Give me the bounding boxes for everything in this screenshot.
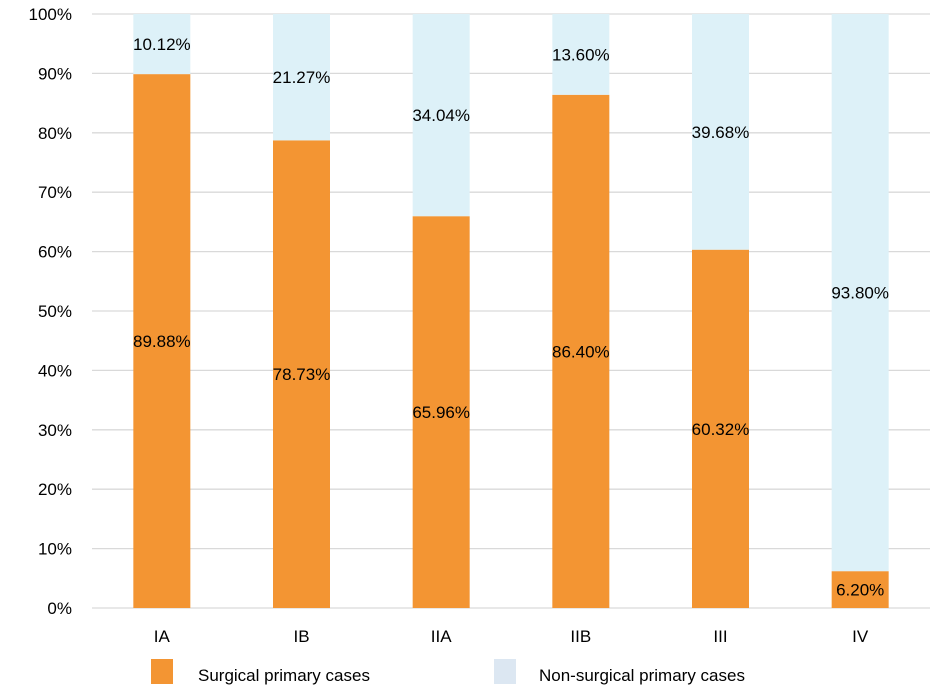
y-axis-tick-labels: 0% 10% 20% 30% 40% 50% 60% 70% 80% 90% 100% [29, 5, 72, 618]
data-label-surgical: 78.73% [273, 365, 331, 384]
data-label-surgical: 60.32% [692, 420, 750, 439]
bar-non-surgical [273, 14, 330, 141]
data-label-surgical: 6.20% [836, 581, 884, 600]
y-tick-label: 40% [38, 361, 72, 380]
data-label-non-surgical: 93.80% [831, 284, 889, 303]
x-tick-label: IIB [570, 627, 591, 646]
data-label-non-surgical: 21.27% [273, 68, 331, 87]
y-tick-label: 0% [47, 599, 72, 618]
y-tick-label: 60% [38, 243, 72, 262]
data-label-surgical: 89.88% [133, 332, 191, 351]
legend-label-surgical: Surgical primary cases [198, 666, 370, 685]
data-labels: 89.88% 10.12% 78.73% 21.27% 65.96% 34.04% 86.4… [133, 35, 889, 600]
bar-surgical [273, 140, 330, 608]
y-tick-label: 100% [29, 5, 72, 24]
y-tick-label: 70% [38, 183, 72, 202]
bar-non-surgical [133, 14, 191, 75]
bar-surgical [552, 94, 610, 608]
legend-swatch-non-surgical [494, 659, 516, 684]
x-axis-tick-labels: IA IB IIA IIB III IV [154, 627, 869, 646]
x-tick-label: IA [154, 627, 171, 646]
y-tick-label: 90% [38, 64, 72, 83]
bar-non-surgical [831, 14, 889, 572]
data-label-non-surgical: 13.60% [552, 45, 610, 64]
legend-label-non-surgical: Non-surgical primary cases [539, 666, 745, 685]
gridlines [92, 13, 930, 609]
data-label-surgical: 86.40% [552, 342, 610, 361]
bar-surgical [412, 216, 470, 608]
x-tick-label: IV [852, 627, 869, 646]
data-label-non-surgical: 39.68% [692, 123, 750, 142]
legend: Surgical primary cases Non-surgical prim… [151, 659, 745, 685]
y-tick-label: 80% [38, 124, 72, 143]
bar-non-surgical [692, 14, 749, 250]
x-tick-label: IIA [431, 627, 452, 646]
bar-non-surgical [552, 14, 610, 95]
bars [133, 14, 889, 609]
bar-non-surgical [412, 14, 470, 217]
y-tick-label: 10% [38, 540, 72, 559]
data-label-non-surgical: 10.12% [133, 35, 191, 54]
data-label-surgical: 65.96% [412, 403, 470, 422]
bar-surgical [133, 74, 191, 609]
y-tick-label: 20% [38, 480, 72, 499]
y-tick-label: 50% [38, 302, 72, 321]
x-tick-label: IB [293, 627, 309, 646]
bar-surgical [831, 571, 889, 608]
data-label-non-surgical: 34.04% [412, 106, 470, 125]
bar-surgical [692, 249, 749, 608]
x-tick-label: III [713, 627, 727, 646]
legend-swatch-surgical [151, 659, 173, 684]
y-tick-label: 30% [38, 421, 72, 440]
